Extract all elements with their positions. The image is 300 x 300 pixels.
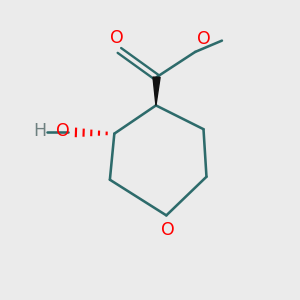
Text: O: O: [197, 30, 210, 48]
Text: O: O: [161, 221, 174, 239]
Text: H: H: [33, 122, 46, 140]
Text: O: O: [110, 29, 124, 47]
Polygon shape: [153, 77, 160, 105]
Text: O: O: [56, 122, 70, 140]
